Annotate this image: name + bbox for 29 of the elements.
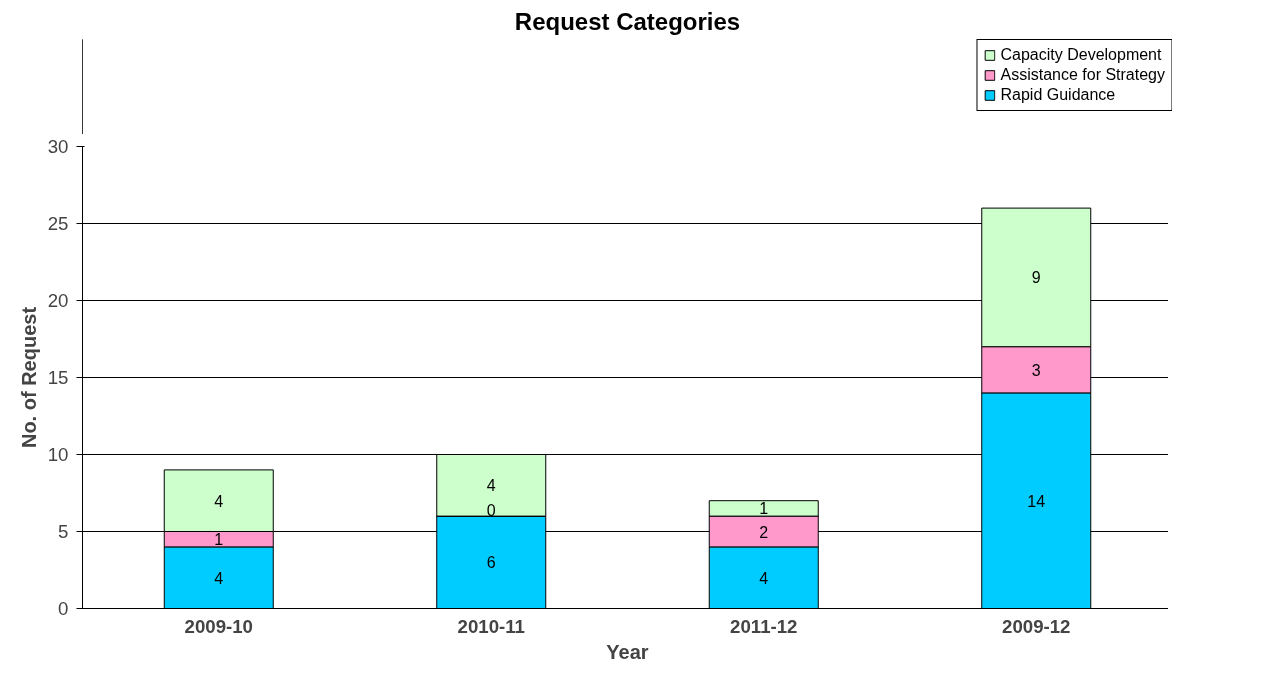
data-label: 1 <box>214 531 224 549</box>
y-tick-label: 5 <box>58 521 69 542</box>
data-label: 2 <box>759 523 769 541</box>
x-tick-label: 2009-10 <box>184 615 253 637</box>
y-tick-label: 30 <box>47 136 69 157</box>
data-label: 4 <box>759 569 769 587</box>
x-tick-label: 2009-12 <box>1002 615 1071 637</box>
x-tick-label: 2010-11 <box>457 615 525 637</box>
data-label: 3 <box>1031 361 1041 379</box>
legend-label: Rapid Guidance <box>1000 86 1116 104</box>
data-label: 4 <box>486 477 496 495</box>
y-tick-label: 25 <box>47 213 69 234</box>
data-label: 1 <box>759 500 769 518</box>
x-axis-title: Year <box>606 640 649 663</box>
data-label: 6 <box>486 554 496 572</box>
x-tick-label: 2011-12 <box>730 615 798 637</box>
data-label: 9 <box>1031 269 1041 287</box>
legend-label: Assistance for Strategy <box>1000 66 1165 84</box>
data-label: 14 <box>1027 492 1046 510</box>
y-tick-label: 0 <box>58 598 69 619</box>
y-axis-title: No. of Request <box>17 306 40 449</box>
data-label: 0 <box>486 502 496 520</box>
y-tick-label: 10 <box>47 444 69 465</box>
data-label: 4 <box>214 492 224 510</box>
chart-title: Request Categories <box>514 7 741 35</box>
data-label: 4 <box>214 569 224 587</box>
y-tick-label: 20 <box>47 290 69 311</box>
legend-label: Capacity Development <box>1000 46 1162 64</box>
y-tick-label: 15 <box>47 367 69 388</box>
